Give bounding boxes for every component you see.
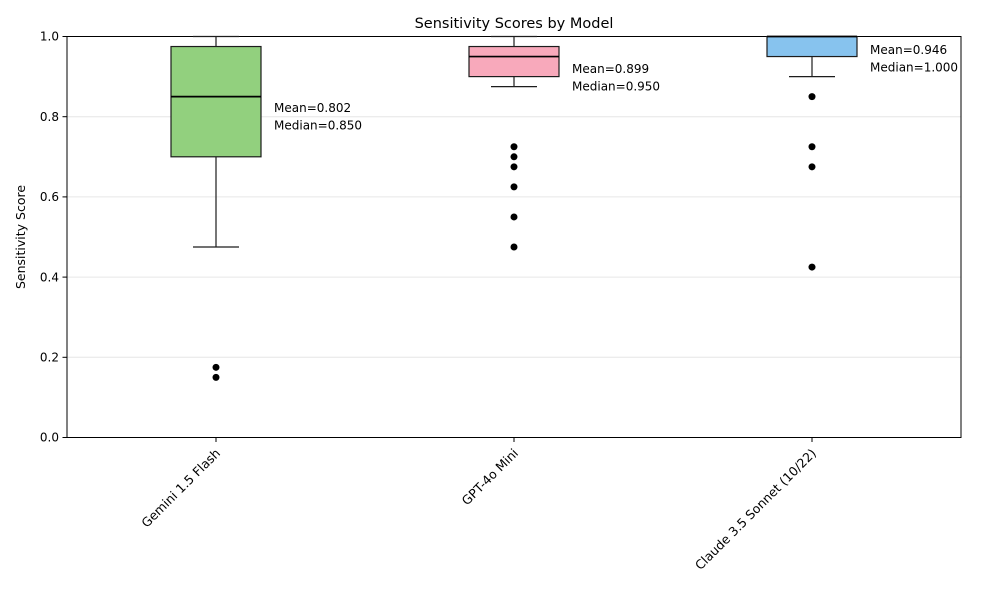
outlier-point <box>510 153 518 161</box>
box-group-claude-3-5-sonnet-10-22 <box>766 35 858 271</box>
y-tick-label: 0.2 <box>40 351 59 365</box>
outlier-point <box>808 163 816 171</box>
y-tick-label: 0.4 <box>40 270 59 284</box>
outlier-point <box>510 163 518 171</box>
stats-annotation-gpt-4o-mini: Mean=0.899 Median=0.950 <box>572 62 660 94</box>
outlier-point <box>510 143 518 151</box>
stats-annotation-line: Median=0.850 <box>274 118 362 132</box>
stats-annotation-line: Median=1.000 <box>870 61 958 75</box>
y-tick-label: 1.0 <box>40 30 59 44</box>
stats-annotation-line: Mean=0.899 <box>572 62 649 76</box>
iqr-box <box>468 45 560 78</box>
outlier-point <box>808 93 816 101</box>
y-axis-label: Sensitivity Score <box>13 185 28 289</box>
iqr-box <box>170 45 262 158</box>
outlier-point <box>510 213 518 221</box>
stats-annotation-claude-3-5-sonnet-10-22: Mean=0.946 Median=1.000 <box>870 43 958 75</box>
outlier-point <box>510 243 518 251</box>
outlier-point <box>212 363 220 371</box>
x-tick-label-gemini-1-5-flash: Gemini 1.5 Flash <box>138 446 223 531</box>
outlier-point <box>212 373 220 381</box>
y-tick-label: 0.6 <box>40 190 59 204</box>
y-tick-label: 0.8 <box>40 110 59 124</box>
box-group-gemini-1-5-flash <box>170 35 262 381</box>
stats-annotation-line: Mean=0.802 <box>274 101 351 115</box>
stats-annotation-line: Median=0.950 <box>572 80 660 94</box>
stats-annotation-gemini-1-5-flash: Mean=0.802 Median=0.850 <box>274 101 362 132</box>
outlier-point <box>808 143 816 151</box>
boxes-layer <box>170 35 858 381</box>
x-tick-label-claude-3-5-sonnet-10-22: Claude 3.5 Sonnet (10/22) <box>692 446 819 573</box>
chart-title: Sensitivity Scores by Model <box>415 16 614 32</box>
outlier-point <box>510 183 518 191</box>
y-tick-label: 0.0 <box>40 431 59 445</box>
annotations-layer: Mean=0.802 Median=0.850 Mean=0.899 Median=0… <box>274 43 958 132</box>
iqr-box <box>766 35 858 58</box>
outlier-point <box>808 263 816 271</box>
stats-annotation-line: Mean=0.946 <box>870 43 947 57</box>
x-tick-label-gpt-4o-mini: GPT-4o Mini <box>459 446 522 509</box>
box-group-gpt-4o-mini <box>468 35 560 251</box>
